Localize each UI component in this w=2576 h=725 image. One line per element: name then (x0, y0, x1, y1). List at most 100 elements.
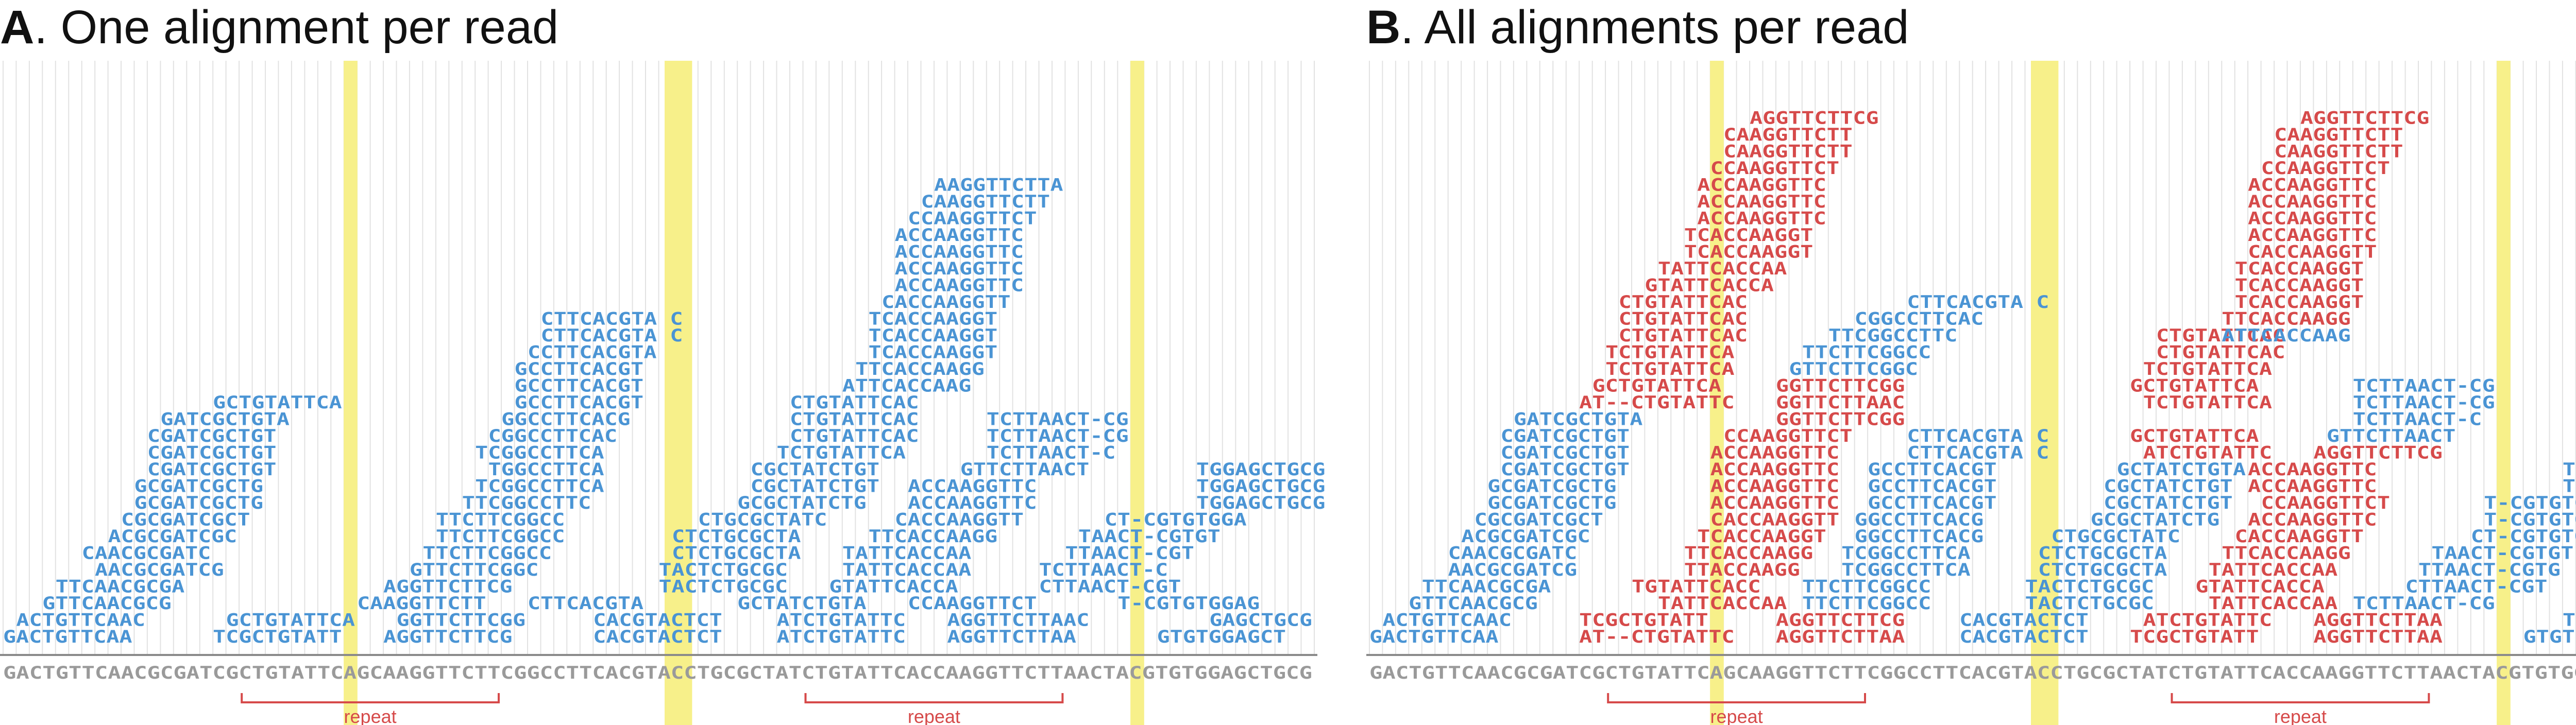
panel-a-read-unique: TCACCAAGGT (869, 342, 998, 363)
panel-b-title-text: . All alignments per read (1400, 1, 1909, 54)
panel-a-read-unique: CCAAGGTTCT (908, 593, 1037, 614)
panel-b-read-unique: GCGCTATCTG (2091, 510, 2219, 530)
panel-a-read-unique: ACTGTTCAAC (16, 610, 145, 631)
panel-b-read-unique: TACTCTGCGC (2025, 577, 2155, 597)
panel-a-read-unique: TTCTTCGGCC (422, 543, 552, 564)
panel-b-read-multi: CAAGGTTCTT (1723, 142, 1853, 162)
panel-b-read-multi: ACCAAGGTTC (1697, 209, 1826, 229)
panel-a-read-unique: TTCACCAAGG (855, 359, 985, 379)
panel-a-read-unique: TTCAACGCGA (56, 577, 184, 597)
panel-b-read-unique: ACGCGATCGC (1461, 526, 1590, 547)
panel-a-read-unique: TATTCACCAA (842, 543, 972, 564)
panel-b-read-multi: ACCAAGGTTC (1710, 459, 1840, 480)
panel-b-read-multi: GTATTCACCA (1645, 275, 1774, 296)
panel-b-read-unique: GTTCTTCGGC (1789, 359, 1918, 379)
panel-b-read-multi: AT--CTGTATTC (1579, 627, 1734, 647)
panel-a-read-unique: GTTCAACGCG (42, 593, 171, 614)
panel-b-read-multi: GTATTCACCA (2195, 577, 2325, 597)
panel-b-read-multi: ACCAAGGTTC (2248, 225, 2377, 246)
panel-a-read-unique: CACCAAGGTT (895, 510, 1024, 530)
panel-a-read-unique: GCCTTCACGT (515, 392, 644, 413)
panel-b-read-unique: TCTTAACT-CG (2353, 376, 2495, 396)
panel-a: A. One alignment per read GACTGTTCAA TCGC… (0, 1, 1325, 725)
panel-a-read-unique: GTGTGGAGCT (1157, 627, 1286, 647)
panel-b-read-multi: CCAAGGTTCT (1723, 426, 1853, 446)
panel-b-read-multi: TTCACCAAGG (2222, 543, 2351, 564)
panel-b-read-multi: AGGTTCTTCG (1776, 610, 1905, 631)
panel-b-read-multi: ACCAAGGTTC (2248, 175, 2377, 196)
panel-b-read-unique: GCCTTCACGT (1868, 493, 1997, 513)
panel-b-repeat-label: repeat (2274, 706, 2327, 725)
panel-a-read-unique: TTCTTCGGCC (436, 510, 565, 530)
panel-a-read-unique: GCGATCGCTG (134, 476, 264, 497)
panel-b-highlight-column (1710, 61, 1724, 725)
panel-b-read-multi: CACCAAGGTT (2235, 526, 2364, 547)
panel-a-read-unique: ACCAAGGTTC (908, 476, 1037, 497)
panel-a-read-unique: TCTTAACT-CG (987, 426, 1129, 446)
panel-b-read-unique: CTTAACT-CGT (2405, 577, 2548, 597)
panel-a-read-unique: ACCAAGGTTC (908, 493, 1037, 513)
panel-a-read-unique: TCGCTGTATT (213, 627, 342, 647)
panel-a-read-unique: ATCTGTATTC (777, 627, 906, 647)
panel-b-repeat-label: repeat (1710, 706, 1763, 725)
panel-b-read-multi: TTCACCAAGG (2222, 309, 2351, 330)
panel-b-read-multi: CCAAGGTTCT (1710, 158, 1840, 179)
panel-b-read-multi: AT--CTGTATTC (1579, 392, 1734, 413)
panel-a-read-unique: CGGCCTTCAC (488, 426, 618, 446)
panel-b-read-multi: AGGTTCTTCG (2300, 108, 2430, 129)
panel-b-read-unique: GTGTGGAGCT (2523, 627, 2576, 647)
panel-b-read-unique: TCTTAACT-CG (2353, 392, 2495, 413)
panel-b-read-multi: ACCAAGGTTC (1697, 192, 1826, 212)
panel-b-repeats: repeat repeat (1607, 693, 2430, 725)
panel-b-read-unique: GCCTTCACGT (1868, 459, 1997, 480)
panel-b-read-multi: TATTCACCAA (1658, 593, 1787, 614)
panel-b-read-multi: AGGTTCTTAA (2313, 627, 2443, 647)
panel-b-read-multi: GGTTCTTCGG (1776, 409, 1905, 430)
panel-b-read-unique: TTCAACGCGA (1422, 577, 1551, 597)
panel-b-read-multi: CACCAAGGTT (1710, 510, 1840, 530)
panel-b-read-unique: TTCTTCGGCC (1802, 577, 1931, 597)
panel-b-read-multi: TCTGTATTCA (2143, 359, 2273, 379)
panel-b-read-unique: TCGGCCTTCA (1841, 543, 1971, 564)
panel-b-read-multi: CCAAGGTTCT (2261, 158, 2391, 179)
panel-b-letter: B (1366, 1, 1400, 54)
panel-a-read-unique: GATCGCTGTA (160, 409, 290, 430)
panel-b-read-multi: ACCAAGGTTC (2248, 192, 2377, 212)
panel-b-reference: GACTGTTCAACGCGATCGCTGTATTCAGCAAGGTTCTTCG… (1366, 654, 2576, 683)
panel-b-read-multi: CTGTATTCAC (1619, 325, 1748, 346)
panel-b-read-multi: TGTATTCACC (1632, 577, 1761, 597)
panel-a-read-unique: GTATTCACCA (829, 577, 958, 597)
panel-b-read-multi: CCAAGGTTCT (2261, 493, 2391, 513)
panel-a-read-unique: GCCTTCACGT (515, 376, 644, 396)
panel-a-read-unique: CTTCACGTA (528, 593, 643, 614)
panel-b-read-unique: T-CGTGTGGAG (2484, 493, 2576, 513)
panel-b-read-multi: CTGTATTCAC (2156, 342, 2285, 363)
panel-a-read-unique: CGCTATCTGT (751, 476, 880, 497)
panel-a-read-unique: AGGTTCTTAA (947, 627, 1076, 647)
panel-a-read-unique: GGCCTTCACG (501, 409, 631, 430)
panel-b-read-unique: TACTCTGCGC (2025, 593, 2155, 614)
panel-a-read-unique: CGCTATCTGT (751, 459, 880, 480)
panel-a-read-unique: CAAGGTTCTT (921, 192, 1050, 212)
panel-b-read-multi: TTACCAAGG (1684, 560, 1800, 580)
panel-a-read-unique: TTAACT-CGT (1065, 543, 1194, 564)
panel-a-read-unique: GCCTTCACGT (515, 359, 644, 379)
panel-b-read-unique: TGGAGCTGCG (2563, 610, 2576, 631)
panel-b-read-multi: ACCAAGGTTC (2248, 459, 2377, 480)
panel-a-read-unique: TGGAGCTGCG (1196, 459, 1326, 480)
panel-a-read-unique: CTTCACGTA C (541, 309, 683, 330)
panel-b-read-multi: TCACCAAGGT (1684, 225, 1814, 246)
panel-a-read-unique: CTTAACT-CGT (1039, 577, 1181, 597)
panel-b-read-multi: CTGTATTCAC (1619, 292, 1748, 313)
panel-b-read-unique: GATCGCTGTA (1514, 409, 1643, 430)
panel-a-read-unique: TCTTAACT-C (987, 443, 1116, 463)
panel-a-read-unique: CTGTATTCAC (790, 392, 919, 413)
panel-b-read-unique: GCTATCTGTA (2117, 459, 2246, 480)
panel-b-read-multi: TTCACCAAGG (1684, 543, 1814, 564)
panel-a-read-unique: TTCTTCGGCC (436, 526, 565, 547)
panel-b-read-multi: GCTGTATTCA (2130, 376, 2259, 396)
panel-a-read-unique: TGGCCTTCA (488, 459, 604, 480)
panel-a-read-unique: CACCAAGGTT (882, 292, 1011, 313)
panel-b-read-unique: TCGGCCTTCA (1841, 560, 1971, 580)
